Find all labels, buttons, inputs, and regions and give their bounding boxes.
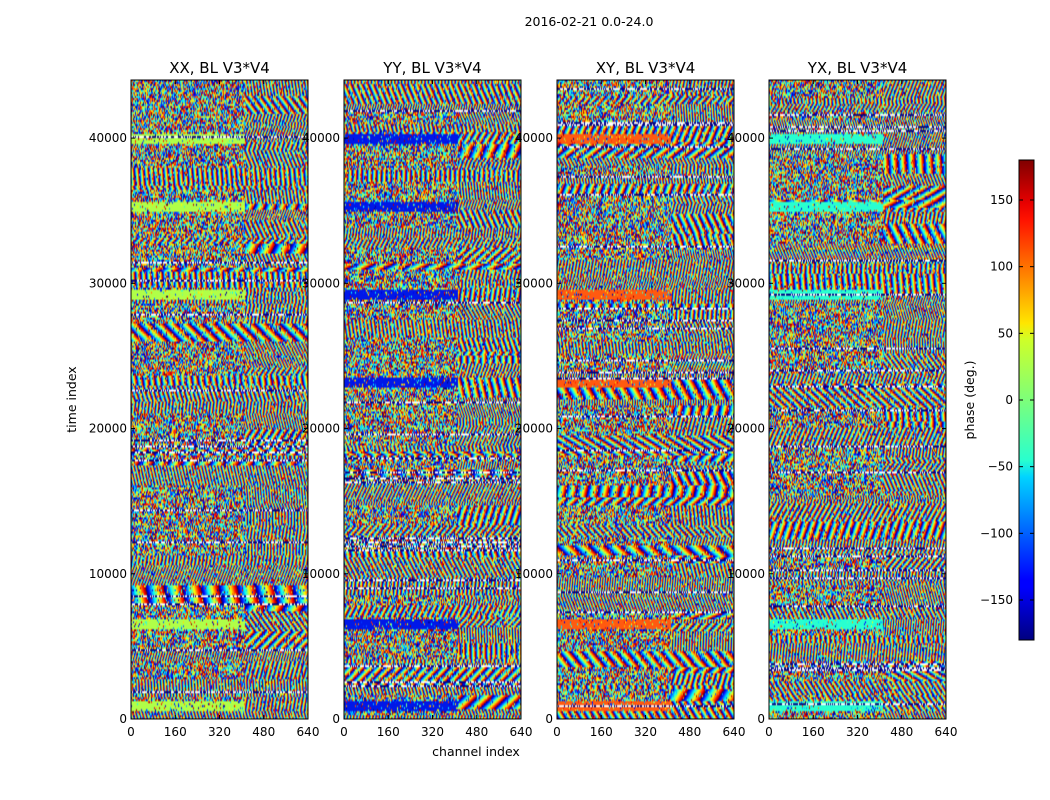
x-tick-label: 320 [421,725,444,739]
panel-3: YX, BL V3*V4 0 160 320 480 640 0 10000 20000 3000… [727,59,958,739]
y-tick-label: 10000 [302,567,340,581]
heatmap-image [769,80,946,719]
y-tick-label: 40000 [727,131,765,145]
x-tick-label: 640 [297,725,320,739]
y-tick-label: 0 [757,712,765,726]
colorbar-tick-label: 0 [1005,393,1013,407]
y-tick-label: 30000 [89,276,127,290]
y-tick-label: 30000 [727,276,765,290]
x-tick-label: 480 [252,725,275,739]
x-tick-label: 640 [510,725,533,739]
y-tick-label: 0 [332,712,340,726]
panel-title: YX, BL V3*V4 [807,59,908,77]
x-tick-label: 320 [208,725,231,739]
x-tick-label: 640 [935,725,958,739]
x-tick-label: 320 [634,725,657,739]
colorbar: 150 100 50 0 −50 −100 −150 phase (deg.) [962,159,1035,641]
y-tick-label: 10000 [727,567,765,581]
x-tick-label: 0 [127,725,135,739]
panels-group: XX, BL V3*V4 0 160 320 480 640 0 10000 20000 3000… [64,59,957,759]
panel-2: XY, BL V3*V4 0 160 320 480 640 0 10000 20000 3000… [515,59,746,739]
panel-0: XX, BL V3*V4 0 160 320 480 640 0 10000 20000 3000… [64,59,319,739]
x-axis-label: channel index [432,744,520,759]
x-tick-label: 0 [765,725,773,739]
heatmap-image [344,80,521,719]
y-tick-label: 40000 [515,131,553,145]
y-tick-label: 0 [545,712,553,726]
colorbar-tick-label: −150 [980,593,1013,607]
x-tick-label: 160 [377,725,400,739]
panel-title: XX, BL V3*V4 [169,59,270,77]
y-tick-label: 20000 [727,422,765,436]
colorbar-tick-label: 150 [990,193,1013,207]
y-tick-label: 20000 [89,422,127,436]
panel-title: YY, BL V3*V4 [382,59,481,77]
y-tick-label: 10000 [89,567,127,581]
colorbar-tick-label: 100 [990,260,1013,274]
colorbar-tick-label: −50 [988,460,1013,474]
x-tick-label: 160 [802,725,825,739]
x-tick-label: 160 [164,725,187,739]
x-tick-label: 640 [723,725,746,739]
x-tick-label: 480 [678,725,701,739]
x-tick-label: 320 [846,725,869,739]
y-tick-label: 10000 [515,567,553,581]
panel-title: XY, BL V3*V4 [596,59,696,77]
x-tick-label: 0 [553,725,561,739]
y-tick-label: 0 [119,712,127,726]
y-axis-label: time index [64,366,79,432]
colorbar-tick-label: −100 [980,526,1013,540]
y-tick-label: 40000 [89,131,127,145]
y-tick-label: 20000 [515,422,553,436]
x-tick-label: 480 [890,725,913,739]
x-tick-label: 160 [590,725,613,739]
panel-1: YY, BL V3*V4 0 160 320 480 640 0 10000 20000 3000… [302,59,533,759]
colorbar-label: phase (deg.) [962,361,977,440]
heatmap-image [131,80,308,719]
x-tick-label: 0 [340,725,348,739]
colorbar-ticks: 150 100 50 0 −50 −100 −150 [980,193,1034,607]
y-tick-label: 20000 [302,422,340,436]
heatmap-image [557,80,734,719]
figure-suptitle: 2016-02-21 0.0-24.0 [525,14,654,29]
y-tick-label: 30000 [302,276,340,290]
x-tick-label: 480 [465,725,488,739]
colorbar-tick-label: 50 [998,326,1013,340]
y-tick-label: 40000 [302,131,340,145]
y-tick-label: 30000 [515,276,553,290]
